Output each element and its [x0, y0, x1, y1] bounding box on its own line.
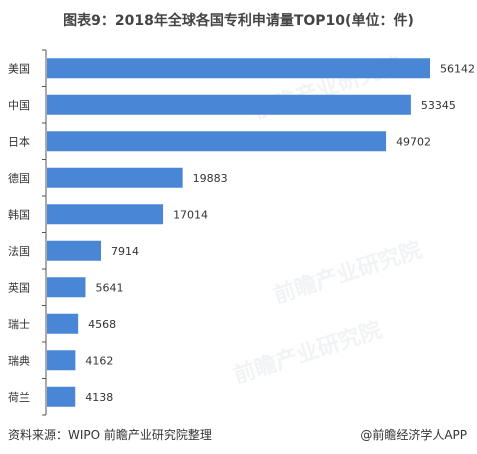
bar [47, 313, 79, 334]
category-label: 瑞士 [8, 317, 30, 331]
category-label: 德国 [8, 171, 30, 185]
bar [47, 58, 430, 79]
category-label: 中国 [8, 99, 30, 112]
bar [47, 277, 86, 298]
bar [47, 240, 101, 261]
category-label: 法国 [8, 244, 30, 258]
data-label: 5641 [95, 281, 123, 294]
bar [47, 204, 164, 225]
category-label: 美国 [8, 62, 30, 75]
chart-title: 图表9：2018年全球各国专利申请量TOP10(单位：件) [63, 13, 414, 29]
data-label: 4568 [88, 318, 116, 331]
source-note: 资料来源：WIPO 前瞻产业研究院整理 [8, 428, 212, 442]
data-label: 56142 [440, 62, 475, 75]
bar [47, 350, 76, 371]
data-label: 4162 [85, 354, 113, 367]
category-label: 日本 [8, 134, 30, 148]
bar [47, 94, 411, 115]
data-label: 19883 [193, 172, 228, 185]
data-label: 7914 [111, 245, 139, 258]
category-label: 瑞典 [8, 353, 30, 367]
brand-credit: @前瞻经济学人APP [360, 428, 467, 442]
category-label: 英国 [8, 280, 30, 294]
category-label: 韩国 [8, 207, 30, 221]
data-label: 17014 [173, 208, 208, 221]
data-label: 53345 [421, 99, 456, 112]
bar [47, 386, 76, 407]
data-label: 4138 [85, 391, 113, 404]
category-label: 荷兰 [8, 391, 30, 404]
bar [47, 131, 387, 152]
bar [47, 167, 183, 188]
data-label: 49702 [396, 135, 431, 148]
